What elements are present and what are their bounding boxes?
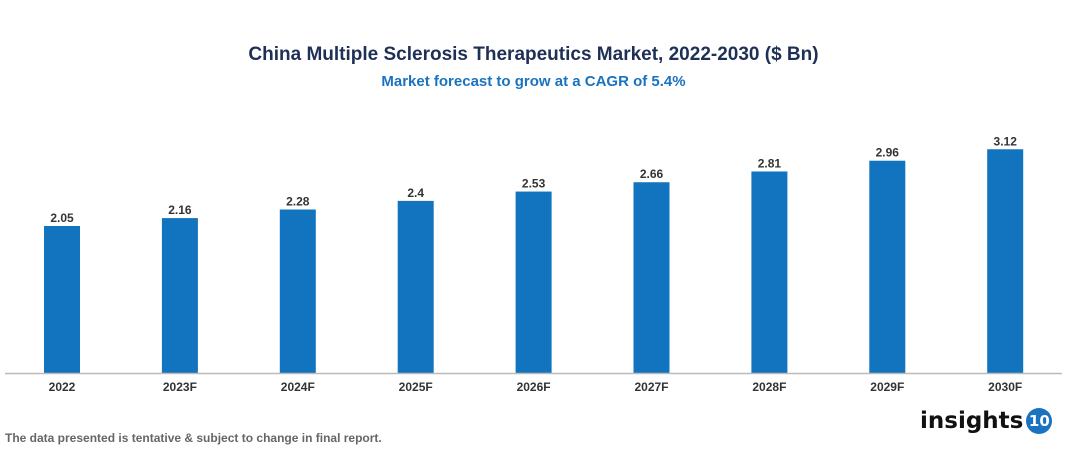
- disclaimer-note: The data presented is tentative & subjec…: [5, 431, 382, 445]
- data-label: 2.53: [522, 177, 546, 191]
- data-label: 2.96: [876, 146, 900, 160]
- bar-2022: [44, 225, 80, 373]
- data-label: 2.81: [758, 156, 782, 170]
- insights10-logo: insights 10: [920, 408, 1053, 434]
- x-tick-label: 2030F: [988, 380, 1022, 394]
- x-tick-label: 2025F: [399, 380, 433, 394]
- x-tick-label: 2024F: [281, 380, 315, 394]
- x-tick-label: 2026F: [517, 380, 551, 394]
- data-label: 2.66: [640, 167, 664, 181]
- x-tick-label: 2029F: [870, 380, 904, 394]
- x-tick-label: 2022: [49, 380, 76, 394]
- bar-2027F: [633, 182, 670, 373]
- bar-2028F: [751, 171, 788, 373]
- data-label: 2.28: [286, 194, 310, 208]
- x-tick-label: 2027F: [634, 380, 668, 394]
- bar-2025F: [397, 200, 434, 373]
- bar-2030F: [987, 149, 1024, 373]
- x-tick-label: 2028F: [752, 380, 786, 394]
- chart-title: China Multiple Sclerosis Therapeutics Ma…: [248, 44, 819, 65]
- bar-2024F: [279, 209, 316, 373]
- data-label: 2.16: [168, 203, 192, 217]
- x-tick-label: 2023F: [163, 380, 197, 394]
- bar-2026F: [515, 191, 552, 373]
- data-label: 2.4: [407, 186, 424, 200]
- bar-2029F: [869, 160, 906, 373]
- bar-2023F: [161, 218, 198, 373]
- chart-subtitle: Market forecast to grow at a CAGR of 5.4…: [381, 73, 686, 90]
- data-label: 2.05: [50, 211, 74, 225]
- data-label: 3.12: [994, 134, 1018, 148]
